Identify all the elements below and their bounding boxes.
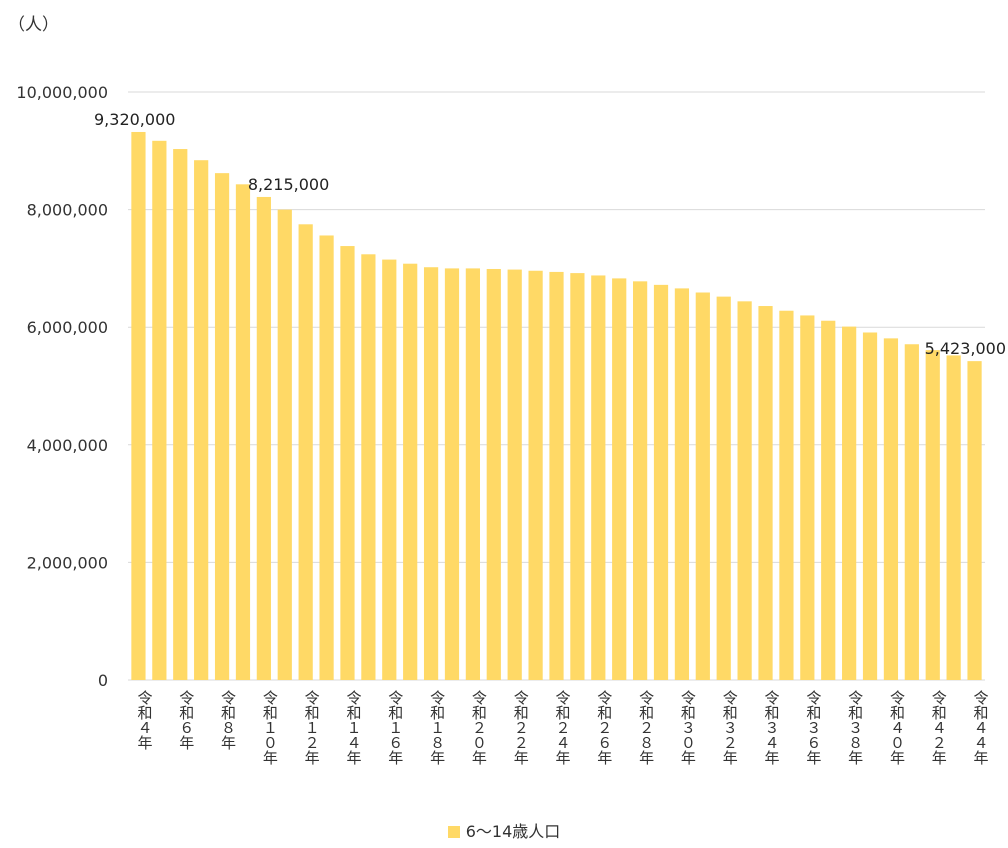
bar <box>194 160 209 680</box>
bar <box>361 254 376 680</box>
bar <box>528 270 543 680</box>
bar <box>821 320 836 680</box>
bar <box>131 131 146 680</box>
bar <box>758 306 773 680</box>
bar <box>235 184 251 681</box>
bar <box>403 263 418 680</box>
bar <box>695 292 710 680</box>
bar <box>779 310 794 680</box>
bar <box>842 326 857 680</box>
bar <box>173 149 188 680</box>
bar <box>946 355 961 680</box>
bar <box>570 273 585 680</box>
y-tick-label: 0 <box>98 671 108 690</box>
y-axis-unit-label: （人） <box>8 15 59 35</box>
bar <box>653 284 669 680</box>
bar <box>465 268 480 680</box>
bar <box>319 235 334 681</box>
y-tick-label: 6,000,000 <box>27 318 108 337</box>
bar <box>862 332 878 680</box>
x-tick-label: 令和８年 <box>219 690 237 750</box>
bar <box>633 281 648 680</box>
x-tick-label: 令和２０年 <box>470 690 488 765</box>
bar <box>256 196 271 680</box>
x-tick-label: 令和２８年 <box>637 690 655 765</box>
x-tick-label: 令和１４年 <box>344 690 362 765</box>
bar <box>904 344 919 680</box>
legend-label: 6～14歳人口 <box>465 822 561 841</box>
bar <box>800 315 815 680</box>
x-tick-label: 令和２２年 <box>512 690 530 765</box>
bar <box>444 268 460 680</box>
data-label: 5,423,000 <box>925 339 1006 358</box>
bar <box>277 209 292 680</box>
bar <box>486 268 501 680</box>
y-tick-label: 8,000,000 <box>27 201 108 220</box>
x-tick-label: 令和６年 <box>177 690 195 750</box>
legend-swatch <box>447 826 460 838</box>
bar <box>737 301 752 680</box>
x-tick-label: 令和３４年 <box>763 690 781 765</box>
bar <box>214 173 230 681</box>
bar <box>883 338 899 680</box>
x-tick-label: 令和１８年 <box>428 690 446 765</box>
bar <box>340 246 355 680</box>
x-tick-label: 令和４０年 <box>888 690 906 765</box>
x-tick-label: 令和２４年 <box>554 690 572 765</box>
y-tick-label: 2,000,000 <box>27 553 108 572</box>
x-tick-label: 令和３８年 <box>846 690 864 765</box>
bar <box>674 288 690 680</box>
bar <box>925 350 940 680</box>
bar <box>423 267 439 680</box>
x-tick-label: 令和４４年 <box>972 690 990 765</box>
bar <box>549 271 564 680</box>
x-tick-label: 令和３６年 <box>804 690 822 765</box>
y-tick-label: 10,000,000 <box>16 83 108 102</box>
bar <box>591 275 606 680</box>
bar <box>967 361 982 680</box>
bar <box>507 269 522 680</box>
x-tick-label: 令和４年 <box>135 690 153 750</box>
legend: 6～14歳人口 <box>0 818 1008 842</box>
x-tick-label: 令和３０年 <box>679 690 697 765</box>
bar <box>612 278 627 680</box>
x-tick-label: 令和１０年 <box>261 690 279 765</box>
x-tick-label: 令和１２年 <box>303 690 321 765</box>
data-label: 9,320,000 <box>94 110 175 129</box>
x-tick-label: 令和４２年 <box>930 690 948 765</box>
x-tick-label: 令和２６年 <box>595 690 613 765</box>
x-tick-label: 令和３２年 <box>721 690 739 765</box>
x-tick-label: 令和１６年 <box>386 690 404 765</box>
bar <box>152 140 167 680</box>
bar <box>382 259 397 680</box>
y-tick-label: 4,000,000 <box>27 436 108 455</box>
bar <box>298 224 313 681</box>
data-label: 8,215,000 <box>248 175 329 194</box>
bar <box>716 296 731 680</box>
